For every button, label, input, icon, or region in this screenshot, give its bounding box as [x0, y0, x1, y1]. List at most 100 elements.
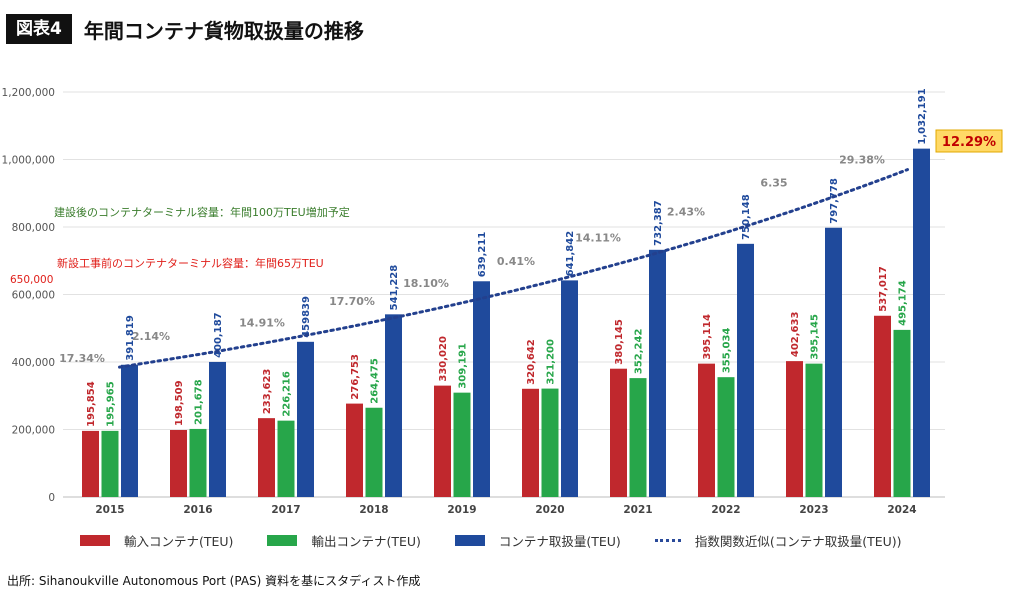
data-label-import: 380,145: [614, 319, 625, 365]
legend-label-total: コンテナ取扱量(TEU): [498, 533, 621, 549]
bar-export: [453, 392, 471, 497]
data-label-total: 732,387: [653, 200, 664, 246]
bar-export: [101, 430, 119, 497]
data-label-export: 264,475: [370, 358, 381, 404]
bar-import: [522, 388, 539, 497]
bar-total: [473, 281, 490, 497]
x-tick-label: 2017: [271, 504, 300, 516]
growth-rate-label: 14.11%: [575, 231, 621, 244]
bar-total: [385, 314, 402, 497]
legend-item-total: コンテナ取扱量(TEU): [454, 531, 621, 550]
legend-swatch-trend: [654, 538, 681, 542]
data-label-total: 400,187: [213, 312, 224, 358]
bar-export: [541, 388, 559, 497]
data-label-total: 797,778: [829, 178, 840, 224]
y-tick-label: 600,000: [12, 290, 55, 302]
data-label-import: 537,017: [878, 266, 889, 312]
y-tick-label: 800,000: [12, 222, 55, 234]
chart-canvas: 0 200,000 400,000 600,000 800,000 1,000,000 1,…: [2, 87, 1003, 516]
growth-rate-label: 29.38%: [839, 154, 885, 167]
x-tick-label: 2015: [95, 504, 124, 516]
data-label-import: 276,753: [350, 354, 361, 400]
growth-rate-label: 17.34%: [59, 352, 105, 365]
growth-callout: 12.29%: [942, 135, 996, 150]
x-tick-label: 2018: [359, 504, 388, 516]
data-label-export: 226,216: [282, 371, 293, 417]
y-tick-label: 1,200,000: [2, 87, 55, 99]
legend-item-import: 輸入コンテナ(TEU): [80, 531, 233, 550]
legend-item-trend: 指数関数近似(コンテナ取扱量(TEU)): [654, 531, 902, 550]
data-label-export: 321,200: [546, 339, 557, 385]
bar-import: [786, 361, 803, 497]
data-label-import: 402,633: [790, 312, 801, 358]
bar-import: [82, 430, 99, 497]
data-label-export: 395,145: [810, 314, 821, 360]
x-tick-label: 2022: [711, 504, 740, 516]
data-label-export: 355,034: [722, 328, 733, 374]
growth-rate-label: 2.14%: [132, 330, 170, 343]
bar-import: [258, 418, 275, 497]
growth-rate-label: 0.41%: [497, 255, 535, 268]
bar-total: [825, 227, 842, 497]
bar-export: [893, 329, 911, 497]
legend-swatch-export: [267, 534, 298, 546]
data-label-export: 201,678: [194, 379, 205, 425]
bar-import: [698, 363, 715, 497]
data-label-export: 309,191: [458, 343, 469, 389]
data-label-import: 198,509: [174, 380, 185, 426]
bar-total: [209, 361, 226, 497]
x-tick-label: 2019: [447, 504, 476, 516]
chart-title: 年間コンテナ貨物取扱量の推移: [83, 18, 364, 43]
bar-export: [805, 363, 823, 497]
data-label-import: 195,854: [86, 381, 97, 427]
bar-export: [717, 377, 735, 497]
y-tick-label: 400,000: [12, 357, 55, 369]
growth-rate-label: 17.70%: [329, 295, 375, 308]
data-label-total: 391,819: [125, 315, 136, 361]
x-tick-label: 2021: [623, 504, 652, 516]
x-tick-label: 2024: [887, 504, 916, 516]
bar-export: [629, 378, 647, 497]
x-tick-label: 2016: [183, 504, 212, 516]
data-label-total: 750,148: [741, 194, 752, 240]
growth-rate-label: 2.43%: [667, 205, 705, 218]
bar-export: [189, 428, 207, 497]
growth-rate-label: 6.35: [760, 177, 787, 190]
legend-label-import: 輸入コンテナ(TEU): [124, 533, 234, 549]
x-tick-label: 2023: [799, 504, 828, 516]
data-label-export: 352,242: [634, 329, 645, 375]
data-label-export: 495,174: [898, 280, 909, 326]
bar-import: [434, 385, 451, 497]
bar-import: [610, 368, 627, 497]
capacity-value-label: 650,000: [10, 274, 53, 286]
trend-line: [118, 168, 909, 369]
bar-total: [297, 341, 314, 497]
bar-import: [170, 430, 187, 497]
legend-swatch-total: [454, 534, 485, 546]
legend-label-trend: 指数関数近似(コンテナ取扱量(TEU)): [694, 533, 902, 549]
growth-rate-label: 18.10%: [403, 277, 449, 290]
capacity-future-note: 建設後のコンテナターミナル容量：年間100万TEU増加予定: [54, 205, 350, 219]
capacity-current-note: 新設工事前のコンテナターミナル容量：年間65万TEU: [57, 256, 324, 270]
bar-total: [737, 243, 754, 497]
data-label-total: 541,228: [389, 265, 400, 311]
x-tick-label: 2020: [535, 504, 564, 516]
data-label-total: 459839: [301, 296, 312, 338]
data-label-total: 1,032,191: [917, 88, 928, 144]
legend: 輸入コンテナ(TEU) 輸出コンテナ(TEU) コンテナ取扱量(TEU) 指数関…: [80, 530, 960, 550]
data-label-import: 233,623: [262, 369, 273, 415]
bar-import: [346, 403, 363, 497]
bar-total: [561, 280, 578, 497]
data-label-import: 330,020: [438, 336, 449, 382]
bar-export: [277, 420, 295, 497]
bar-import: [874, 315, 891, 497]
growth-callout-box: [935, 129, 1003, 153]
y-tick-label: 200,000: [12, 425, 55, 437]
bar-total: [121, 364, 138, 497]
y-tick-label: 1,000,000: [2, 155, 55, 167]
legend-swatch-import: [80, 534, 110, 546]
data-label-export: 195,965: [106, 381, 117, 427]
bar-total: [913, 148, 930, 497]
bar-total: [649, 249, 666, 497]
figure-badge: 図表4: [6, 14, 72, 44]
